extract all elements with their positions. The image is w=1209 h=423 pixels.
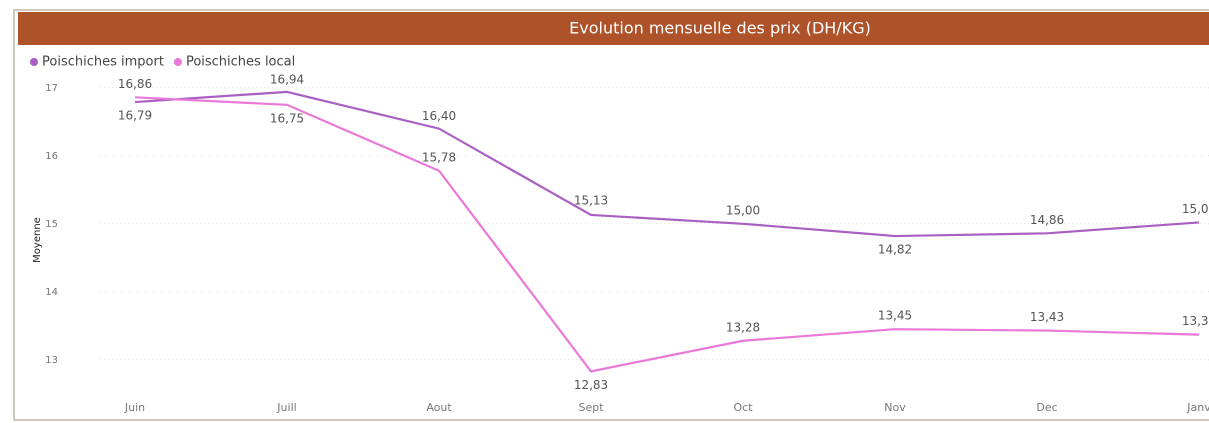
legend-marker	[30, 58, 38, 66]
y-axis-label: Moyenne	[32, 217, 43, 263]
data-label: 16,75	[270, 111, 304, 125]
series-line	[134, 96, 1200, 373]
data-label: 13,43	[1030, 310, 1064, 324]
data-label: 12,83	[574, 378, 608, 392]
x-tick-label: Janv	[1186, 401, 1209, 414]
data-label: 14,86	[1030, 213, 1064, 227]
data-label: 16,94	[270, 72, 304, 86]
data-label: 14,82	[878, 243, 912, 257]
frame	[13, 9, 1209, 421]
y-tick-label: 15	[45, 219, 58, 230]
data-label: 13,28	[726, 320, 760, 334]
y-tick-label: 13	[45, 355, 58, 366]
data-label: 13,37	[1182, 314, 1209, 328]
data-label: 16,79	[118, 109, 152, 123]
x-tick-label: Dec	[1036, 401, 1057, 414]
x-tick-label: Oct	[733, 401, 753, 414]
x-tick-label: Aout	[426, 401, 452, 414]
x-tick-label: Sept	[578, 401, 604, 414]
chart-title: Evolution mensuelle des prix (DH/KG)	[569, 19, 871, 38]
data-label: 15,00	[726, 203, 760, 217]
y-tick-label: 16	[45, 151, 58, 162]
data-label: 15,02	[1182, 202, 1209, 216]
data-label: 16,40	[422, 109, 456, 123]
x-tick-label: Juin	[124, 401, 145, 414]
series-line	[134, 90, 1200, 238]
legend-marker	[173, 58, 182, 66]
legend-label: Poischiches local	[186, 55, 295, 70]
y-tick-label: 14	[45, 287, 58, 298]
x-tick-label: Nov	[884, 401, 906, 414]
data-label: 13,45	[878, 309, 912, 323]
data-label: 15,13	[574, 193, 608, 207]
y-tick-label: 17	[45, 83, 58, 94]
title-bar	[18, 12, 1209, 45]
legend-label: Poischiches import	[42, 55, 164, 70]
data-label: 15,78	[422, 150, 456, 164]
data-label: 16,86	[118, 77, 152, 91]
x-tick-label: Juill	[276, 401, 296, 414]
